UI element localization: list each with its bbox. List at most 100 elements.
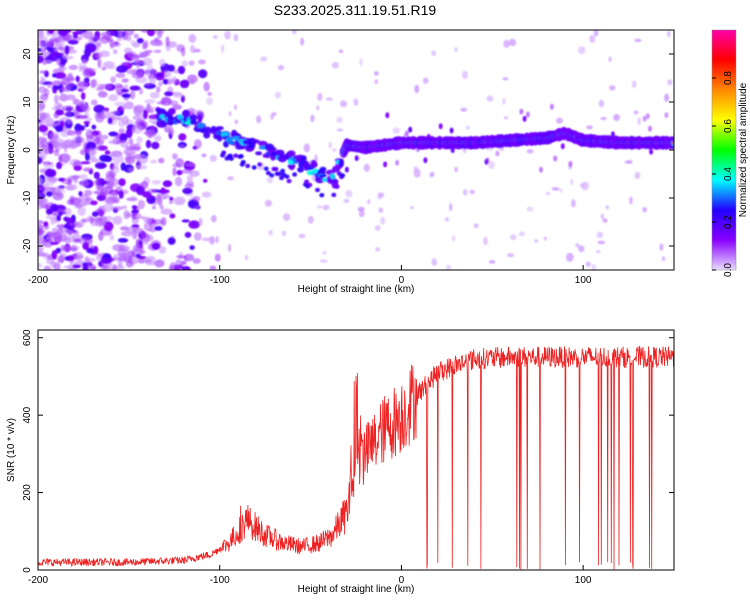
spectrogram-blob <box>173 93 184 98</box>
spectrogram-blob <box>38 30 45 33</box>
spectrogram-blob <box>560 143 565 150</box>
spectrogram-blob <box>180 261 185 266</box>
spectrogram-blob <box>38 202 43 206</box>
spectrogram-blob <box>227 243 232 252</box>
spectrogram-blob <box>64 236 71 244</box>
spectrogram-blob <box>118 30 123 38</box>
spectrogram-blob <box>123 148 136 156</box>
spectrogram-blob <box>104 196 117 205</box>
spectrogram-blob <box>221 150 227 155</box>
spectrogram-blob <box>108 140 121 145</box>
colorbar-tick-label: 0.4 <box>723 167 734 181</box>
spectrogram-blob <box>156 86 161 93</box>
spectrogram-blob <box>96 145 108 151</box>
spectrogram-blob <box>631 80 637 89</box>
spectrogram-blob <box>53 186 65 191</box>
top-y-ticks: -20 -10 0 10 20 <box>22 48 674 253</box>
spectrogram-blob <box>214 253 221 262</box>
spectrogram-blob <box>358 209 365 218</box>
spectrogram-blob <box>298 233 306 239</box>
spectrogram-blob <box>359 58 363 67</box>
spectrogram-blob <box>263 166 269 171</box>
spectrogram-blob <box>373 71 379 76</box>
spectrogram-blob <box>179 144 185 149</box>
spectrogram-blob <box>449 127 454 134</box>
spectrogram-blob <box>162 180 173 188</box>
top-y-axis-label: Frequency (Hz) <box>6 116 17 185</box>
spectrogram-blob <box>66 118 72 124</box>
spectrogram-blob <box>192 196 201 202</box>
spectrogram-blob <box>38 102 46 111</box>
spectrogram-blob <box>83 77 90 83</box>
spectrogram-blob <box>138 87 144 95</box>
spectrogram-blob <box>78 191 83 197</box>
spectrogram-blob <box>502 77 509 81</box>
spectrogram-blob <box>151 141 160 150</box>
spectrogram-blob <box>518 231 526 237</box>
spectrogram-blob <box>633 110 639 115</box>
spectrogram-blob <box>151 180 162 185</box>
colorbar-tick-label: 0.0 <box>723 263 734 277</box>
spectrogram-blob <box>86 247 94 254</box>
spectrogram-blob <box>238 154 244 159</box>
spectrogram-blob <box>42 131 49 136</box>
top-x-tick-label: -100 <box>210 275 230 286</box>
spectrogram-blob <box>79 33 87 38</box>
spectrogram-blob <box>577 46 586 55</box>
spectrogram-blob <box>100 83 113 90</box>
spectrogram-blob <box>39 70 47 74</box>
spectrogram-blob <box>73 32 78 39</box>
spectrogram-blob <box>85 42 97 53</box>
spectrogram-blob <box>495 150 500 157</box>
spectrogram-blob <box>147 131 154 139</box>
spectrogram-blob <box>43 265 51 270</box>
spectrogram-blob <box>91 266 96 270</box>
spectrogram-blob <box>374 79 378 84</box>
spectrogram-blob <box>109 234 115 241</box>
spectrogram-blob <box>667 79 673 86</box>
spectrogram-blob <box>193 48 201 53</box>
spectrogram-blob <box>168 200 174 205</box>
spectrogram-blob <box>72 230 79 235</box>
colorbar: 0.0 0.2 0.4 0.6 0.8 Normalized spectral ampl… <box>711 29 749 277</box>
spectrogram-blob <box>292 172 298 177</box>
spectrogram-blob <box>117 248 129 256</box>
spectrogram-blob <box>151 205 157 210</box>
spectrogram-blob <box>46 191 53 197</box>
spectrogram-blob <box>281 230 287 237</box>
spectrogram-blob <box>54 42 63 51</box>
spectrogram-blob <box>154 135 162 142</box>
spectrogram-blob <box>84 256 90 264</box>
spectrogram-blob <box>91 124 97 130</box>
spectrogram-blob <box>134 107 143 117</box>
spectrogram-blob <box>130 40 137 46</box>
bottom-y-tick-label: 200 <box>22 484 33 501</box>
spectrogram-blob <box>318 174 327 178</box>
spectrogram-blob <box>169 213 176 219</box>
spectrogram-blob <box>461 70 469 80</box>
spectrogram-blob <box>186 175 194 182</box>
spectrogram-blob <box>143 40 149 49</box>
spectrogram-blob <box>140 52 151 57</box>
spectrogram-blob <box>58 154 63 164</box>
spectrogram-blob <box>593 30 599 37</box>
spectrogram-blob <box>315 187 320 193</box>
spectrogram-blob <box>158 246 167 254</box>
spectrogram-blob <box>297 167 304 173</box>
spectrogram-blob <box>131 212 142 220</box>
spectrogram-blob <box>112 215 123 225</box>
spectrogram-blob <box>127 51 137 59</box>
spectrogram-blob <box>602 218 608 223</box>
spectrogram-blob <box>575 243 580 248</box>
spectrogram-blob <box>145 255 156 262</box>
spectrogram-blob <box>155 30 165 35</box>
spectrogram-blob <box>162 78 169 85</box>
spectrogram-blob <box>63 112 72 116</box>
spectrogram-blob <box>131 224 140 228</box>
spectrogram-blob <box>56 141 67 146</box>
spectrogram-blob <box>91 78 98 88</box>
spectrogram-blob <box>143 221 153 232</box>
spectrogram-blob <box>55 247 61 254</box>
spectrogram-blob <box>115 116 122 121</box>
